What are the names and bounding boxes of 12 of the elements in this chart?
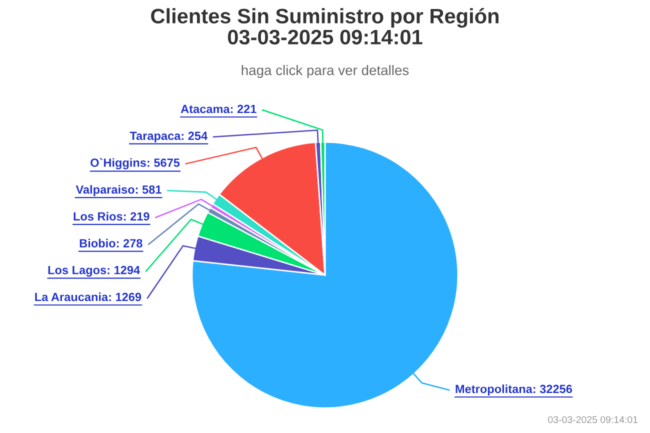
slice-label: Atacama: 221: [180, 104, 256, 114]
slice-label: La Araucania: 1269: [35, 292, 142, 302]
slice-label: Tarapaca: 254: [130, 132, 208, 142]
chart-title: Clientes Sin Suministro por Región 03-03-2025 09:14:01: [151, 8, 499, 45]
text: 03-03-2025 09:14:01: [548, 416, 638, 424]
slice-label: O`Higgins: 5675: [90, 158, 180, 170]
slice-label: Metropolitana: 32256: [456, 384, 572, 396]
slice-label: Biobio: 278: [80, 238, 142, 248]
chart-subtitle: haga click para ver detalles: [242, 65, 409, 78]
slice-label: Los Rios: 219: [74, 212, 150, 221]
slice-label: Valparaiso: 581: [76, 185, 162, 196]
slice-label: Los Lagos: 1294: [48, 266, 140, 277]
